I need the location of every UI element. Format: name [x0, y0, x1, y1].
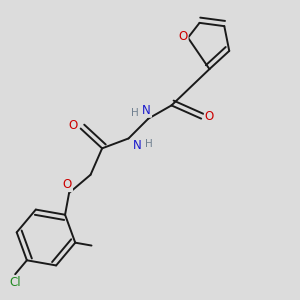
Text: Cl: Cl	[9, 276, 21, 289]
Text: N: N	[132, 139, 141, 152]
Text: O: O	[178, 30, 188, 43]
Text: N: N	[142, 104, 151, 117]
Text: O: O	[69, 119, 78, 132]
Text: O: O	[63, 178, 72, 191]
Text: O: O	[205, 110, 214, 124]
Text: H: H	[130, 108, 138, 118]
Text: H: H	[145, 139, 153, 149]
